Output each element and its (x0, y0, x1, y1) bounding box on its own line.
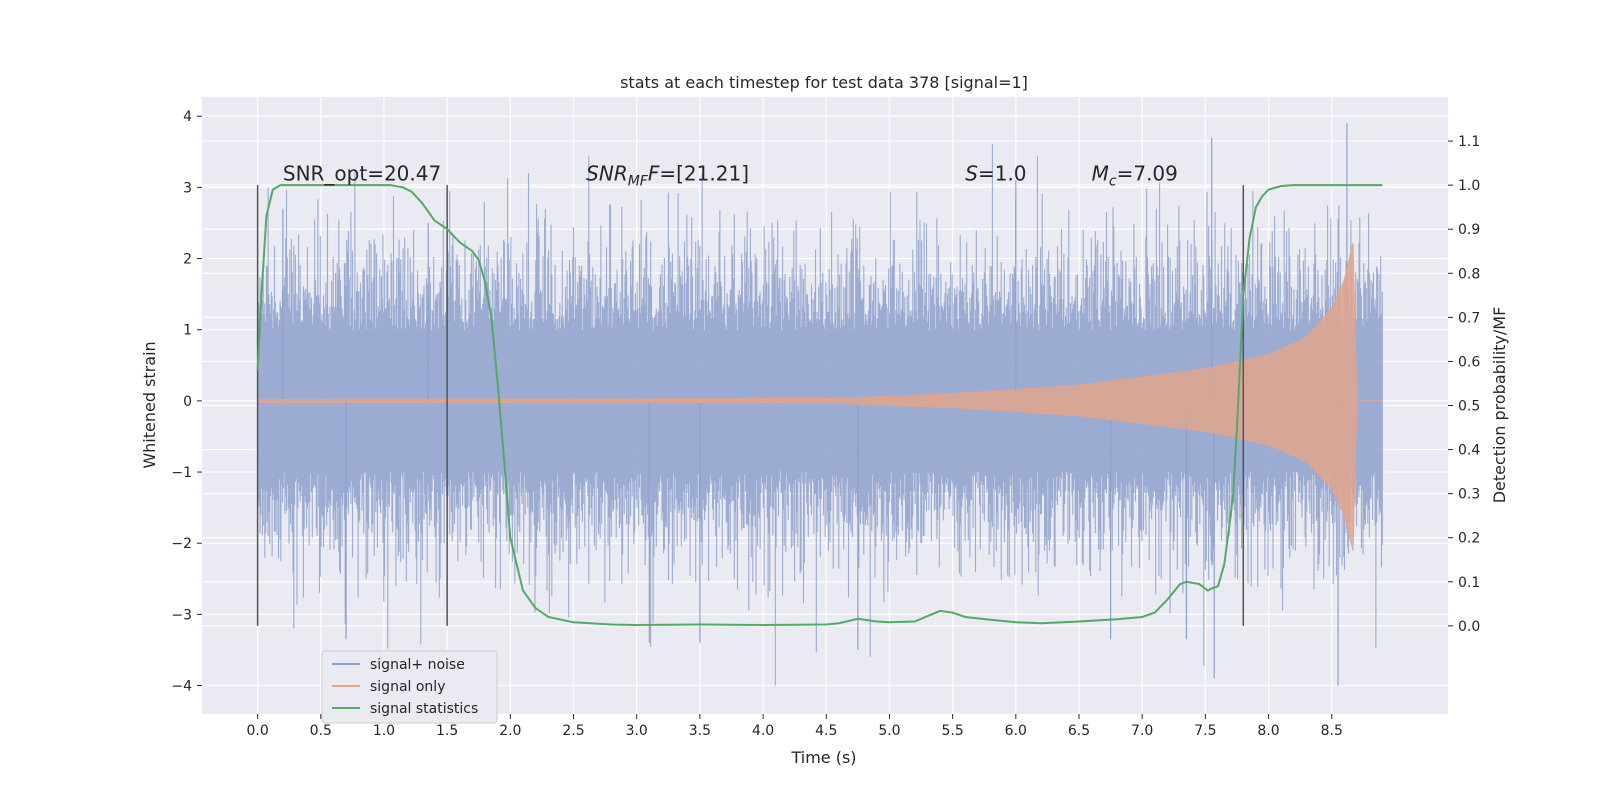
legend-label-signal-only: signal only (370, 679, 445, 695)
x-tick-label: 2.0 (499, 723, 521, 739)
y2-tick-label: 0.5 (1458, 399, 1480, 415)
y-tick-label: 4 (183, 109, 192, 125)
annotation-1: SNRMFF=[21.21] (586, 161, 749, 189)
series-signal-only (257, 243, 1383, 551)
x-tick-label: 5.5 (942, 723, 964, 739)
y2-axis-label: Detection probability/MF (1490, 307, 1509, 504)
x-tick-label: 8.0 (1257, 723, 1279, 739)
y2-tick-label: 0.6 (1458, 354, 1480, 370)
vertical-lines (256, 185, 1245, 626)
y2-tick-label: 1.0 (1458, 178, 1480, 194)
legend-label-signal-plus-noise: signal+ noise (370, 657, 465, 673)
y2-tick-label: 0.2 (1458, 531, 1480, 547)
x-tick-label: 7.0 (1131, 723, 1153, 739)
annotations: SNR_opt=20.47 SNRMFF=[21.21] S=1.0 Mc=7.09 (283, 161, 1178, 189)
x-tick-label: 6.5 (1068, 723, 1090, 739)
y2-tick-label: 0.7 (1458, 310, 1480, 326)
chart-title: stats at each timestep for test data 378… (620, 73, 1028, 92)
y2-tick-label: 0.9 (1458, 222, 1480, 238)
x-tick-label: 2.5 (562, 723, 584, 739)
annotation-2: S=1.0 (965, 161, 1026, 185)
y2-tick-label: 0.1 (1458, 575, 1480, 591)
x-tick-label: 6.0 (1005, 723, 1027, 739)
x-axis-label: Time (s) (790, 748, 856, 767)
plot-data (256, 123, 1383, 686)
series-signal-statistics (256, 184, 1383, 627)
y-tick-label: 0 (183, 394, 192, 410)
x-tick-label: 3.5 (689, 723, 711, 739)
y-axis-label: Whitened strain (140, 341, 159, 468)
legend-box (321, 650, 498, 724)
y-axis-ticks: −4 −3 −2 −1 0 1 2 3 4 (171, 109, 202, 695)
y-tick-label: −3 (171, 607, 192, 623)
x-axis-ticks: 0.0 0.5 1.0 1.5 2.0 2.5 3.0 3.5 4.0 4.5 5.0 5.5 6.0 6… (246, 714, 1343, 739)
y-tick-label: 1 (183, 323, 192, 339)
signal-only-envelope (257, 243, 1383, 551)
legend: signal+ noise signal only signal statist… (321, 650, 498, 724)
y-tick-label: 3 (183, 180, 192, 196)
y2-tick-label: 0.3 (1458, 487, 1480, 503)
x-tick-label: 1.5 (436, 723, 458, 739)
y2-tick-label: 0.8 (1458, 266, 1480, 282)
x-tick-label: 4.0 (752, 723, 774, 739)
y2-tick-label: 1.1 (1458, 134, 1480, 150)
annotation-3: Mc=7.09 (1092, 161, 1178, 189)
x-tick-label: 7.5 (1194, 723, 1216, 739)
x-tick-label: 1.0 (373, 723, 395, 739)
x-tick-label: 5.0 (878, 723, 900, 739)
x-tick-label: 3.0 (626, 723, 648, 739)
y2-tick-label: 0.4 (1458, 443, 1480, 459)
x-tick-label: 4.5 (815, 723, 837, 739)
annotation-0: SNR_opt=20.47 (283, 161, 441, 185)
y-tick-label: −1 (171, 465, 192, 481)
y-tick-label: 2 (183, 252, 192, 268)
x-tick-label: 8.5 (1321, 723, 1343, 739)
signal-statistics-line (256, 184, 1383, 627)
y2-tick-label: 0.0 (1458, 619, 1480, 635)
y-tick-label: −2 (171, 536, 192, 552)
y-tick-label: −4 (171, 679, 192, 695)
y2-axis-ticks: 0.0 0.1 0.2 0.3 0.4 0.5 0.6 0.7 0.8 0.9 1.0 1.1 (1448, 134, 1480, 635)
legend-label-signal-statistics: signal statistics (370, 701, 478, 717)
x-tick-label: 0.0 (246, 723, 268, 739)
x-tick-label: 0.5 (310, 723, 332, 739)
